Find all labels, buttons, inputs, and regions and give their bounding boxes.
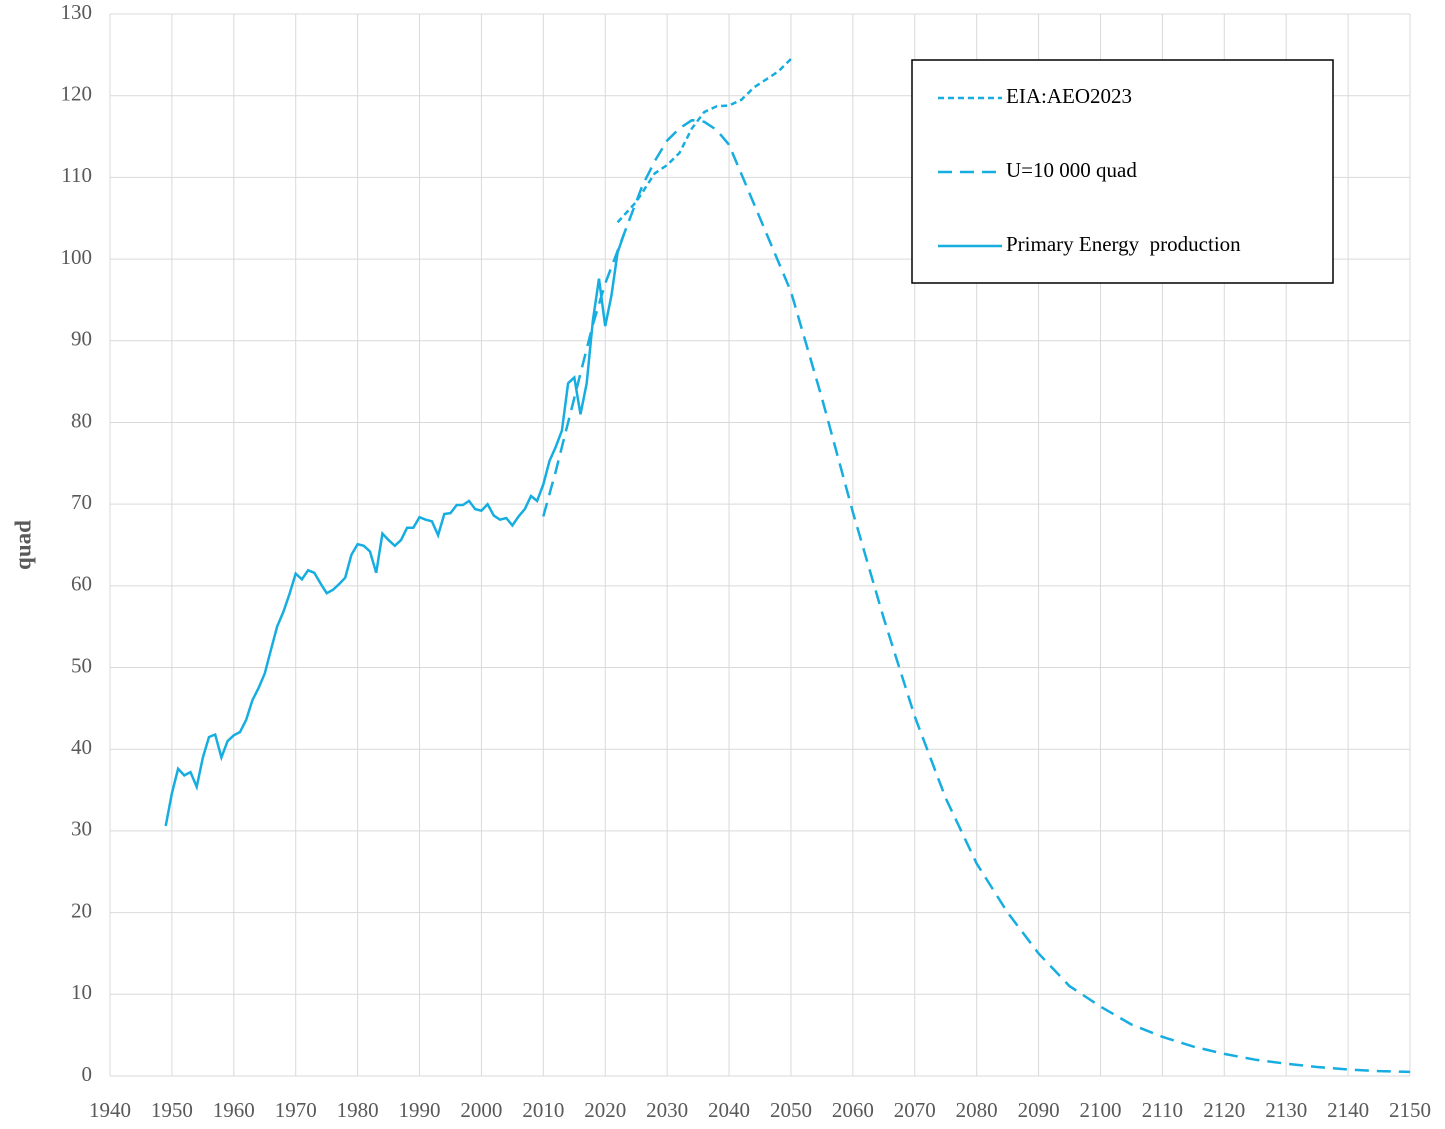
y-tick-label: 40 <box>71 735 92 759</box>
x-tick-label: 1950 <box>151 1098 193 1122</box>
x-tick-label: 2020 <box>584 1098 626 1122</box>
x-tick-label: 2140 <box>1327 1098 1369 1122</box>
x-tick-label: 2090 <box>1018 1098 1060 1122</box>
x-tick-label: 2010 <box>522 1098 564 1122</box>
x-tick-label: 1940 <box>89 1098 131 1122</box>
legend-label: EIA:AEO2023 <box>1006 84 1132 108</box>
x-tick-label: 2110 <box>1142 1098 1183 1122</box>
x-tick-label: 2120 <box>1203 1098 1245 1122</box>
line-series <box>542 118 1411 1074</box>
x-tick-label: 2070 <box>894 1098 936 1122</box>
line-series <box>616 58 792 224</box>
y-tick-label: 10 <box>71 980 92 1004</box>
x-tick-label: 2050 <box>770 1098 812 1122</box>
y-tick-label: 60 <box>71 572 92 596</box>
y-tick-label: 120 <box>61 82 93 106</box>
x-tick-label: 2100 <box>1079 1098 1121 1122</box>
legend: EIA:AEO2023 U=10 000 quad Primary Energy p… <box>911 59 1334 284</box>
x-tick-label: 2040 <box>708 1098 750 1122</box>
x-tick-label: 2080 <box>956 1098 998 1122</box>
y-tick-label: 110 <box>61 163 92 187</box>
y-tick-label: 90 <box>71 327 92 351</box>
y-tick-label: 80 <box>71 408 92 432</box>
x-tick-label: 1990 <box>399 1098 441 1122</box>
y-tick-label: 20 <box>71 898 92 922</box>
x-tick-label: 1960 <box>213 1098 255 1122</box>
y-tick-label: 50 <box>71 653 92 677</box>
y-tick-label: 0 <box>82 1062 93 1086</box>
y-tick-label: 100 <box>61 245 93 269</box>
legend-label: Primary Energy production <box>1006 232 1241 256</box>
x-tick-label: 2150 <box>1389 1098 1431 1122</box>
x-tick-label: 2030 <box>646 1098 688 1122</box>
x-tick-label: 1970 <box>275 1098 317 1122</box>
y-tick-label: 70 <box>71 490 92 514</box>
x-tick-label: 2130 <box>1265 1098 1307 1122</box>
x-tick-label: 2060 <box>832 1098 874 1122</box>
x-tick-label: 2000 <box>460 1098 502 1122</box>
y-axis-label: quad <box>10 520 35 570</box>
line-series <box>164 234 625 827</box>
x-tick-label: 1980 <box>337 1098 379 1122</box>
y-tick-label: 30 <box>71 817 92 841</box>
y-tick-label: 130 <box>61 0 93 24</box>
legend-label: U=10 000 quad <box>1006 158 1137 182</box>
